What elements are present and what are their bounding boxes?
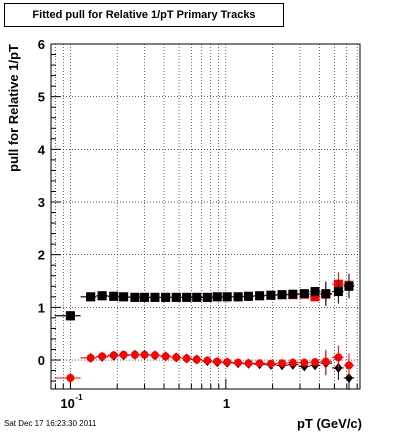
data-point <box>288 289 298 299</box>
data-point <box>171 292 181 302</box>
data-point <box>130 350 139 359</box>
data-point <box>192 292 202 302</box>
data-point <box>321 357 330 366</box>
data-point <box>109 291 119 301</box>
data-point <box>172 353 181 362</box>
data-point <box>192 355 201 364</box>
data-point <box>130 292 140 302</box>
data-point <box>288 358 297 367</box>
x-axis-ticks: 10 -1 1 <box>54 379 358 411</box>
data-point <box>344 281 354 291</box>
data-point <box>299 289 309 299</box>
data-point <box>86 292 96 302</box>
data-point <box>344 361 353 370</box>
data-point <box>311 358 320 367</box>
data-point <box>310 292 320 302</box>
data-point <box>310 287 320 297</box>
series-3 <box>54 345 355 382</box>
data-point <box>212 292 222 302</box>
y-tick-label: 0 <box>38 353 45 368</box>
data-point <box>109 351 118 360</box>
data-point <box>86 353 95 362</box>
y-tick-label: 4 <box>38 142 46 157</box>
data-point <box>222 292 232 302</box>
data-point <box>140 350 149 359</box>
plot-frame <box>50 43 361 390</box>
data-point <box>333 287 343 297</box>
data-point <box>119 292 129 302</box>
data-point <box>202 292 212 302</box>
x-tick-exponent: -1 <box>75 393 83 402</box>
chart-title: Fitted pull for Relative 1/pT Primary Tr… <box>4 3 284 27</box>
data-point <box>244 359 253 368</box>
x-tick-label: 1 <box>223 396 230 411</box>
y-axis-label: pull for Relative 1/pT <box>6 44 21 172</box>
data-point <box>255 359 264 368</box>
y-tick-label: 3 <box>38 195 45 210</box>
data-point <box>161 292 171 302</box>
data-point <box>278 359 287 368</box>
y-axis-ticks: 0 1 2 3 4 5 6 <box>38 37 61 382</box>
data-point <box>234 358 243 367</box>
data-point <box>119 350 128 359</box>
data-point <box>150 292 160 302</box>
data-point <box>277 290 287 300</box>
y-tick-label: 2 <box>38 248 45 263</box>
data-point <box>203 356 212 365</box>
data-point <box>66 373 75 382</box>
data-point <box>182 292 192 302</box>
series-1 <box>54 274 355 321</box>
grid-lines <box>51 43 360 389</box>
data-point <box>266 359 275 368</box>
data-point <box>244 291 254 301</box>
data-point <box>233 292 243 302</box>
data-point <box>266 290 276 300</box>
data-point <box>213 357 222 366</box>
data-point <box>98 352 107 361</box>
data-series <box>54 272 355 390</box>
y-tick-label: 1 <box>38 300 45 315</box>
y-tick-label: 6 <box>38 37 45 52</box>
data-point <box>65 311 75 321</box>
data-point <box>97 291 107 301</box>
data-point <box>255 291 265 301</box>
data-point <box>334 353 343 362</box>
y-tick-label: 5 <box>38 90 45 105</box>
data-point <box>321 289 331 299</box>
data-point <box>140 292 150 302</box>
data-point <box>223 358 232 367</box>
data-point <box>300 358 309 367</box>
data-point <box>150 351 159 360</box>
data-point <box>182 354 191 363</box>
x-tick-label: 10 <box>60 396 74 411</box>
x-axis-label: pT (GeV/c) <box>297 416 362 431</box>
timestamp-footer: Sat Dec 17 16:23:30 2011 <box>4 419 97 428</box>
data-point <box>161 352 170 361</box>
data-point <box>344 372 353 383</box>
